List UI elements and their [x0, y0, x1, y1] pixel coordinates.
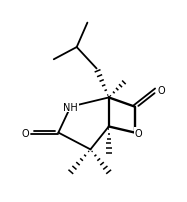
Text: O: O [22, 128, 29, 138]
Text: O: O [135, 128, 142, 138]
Text: NH: NH [63, 102, 78, 112]
Text: O: O [158, 85, 165, 95]
